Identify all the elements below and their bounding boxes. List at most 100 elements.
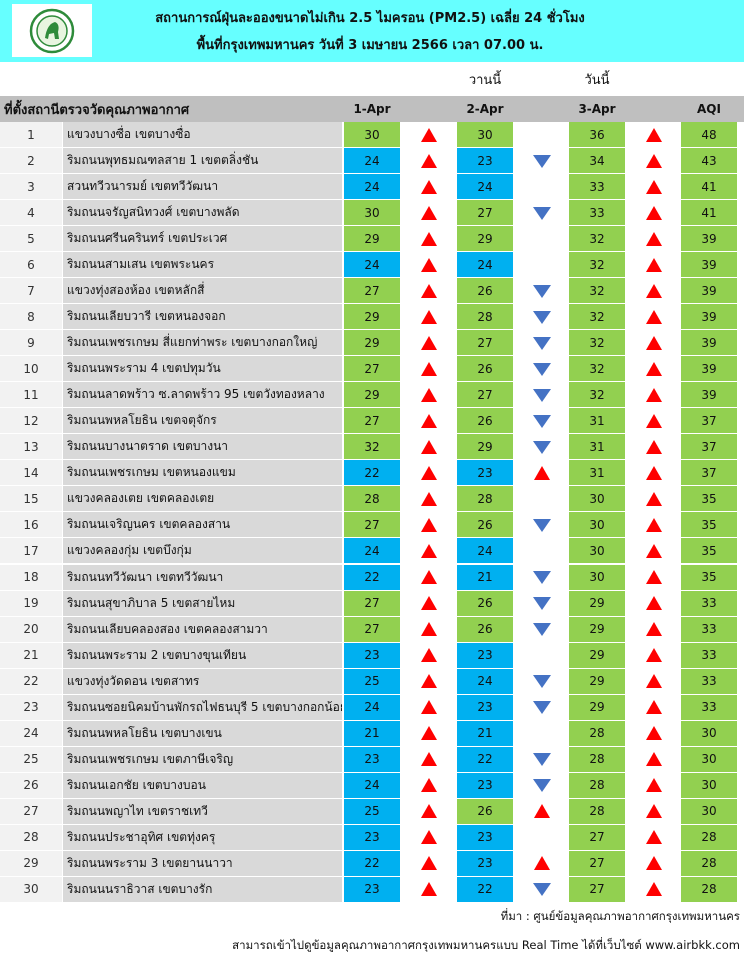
- arrow-up: [646, 726, 662, 741]
- value-cell: 24: [344, 148, 400, 174]
- trend-down: [514, 330, 570, 355]
- value-cell: 27: [457, 382, 513, 408]
- value-cell: 29: [457, 434, 513, 460]
- value-cell: 27: [344, 512, 400, 538]
- value-cell: 30: [569, 486, 625, 512]
- value-cell: 29: [457, 226, 513, 252]
- value-cell: 27: [344, 616, 400, 642]
- arrow-down: [533, 701, 551, 715]
- trend-up: [401, 799, 457, 824]
- value-cell: 31: [569, 460, 625, 486]
- trend-up: [401, 122, 457, 147]
- trend-down: [514, 408, 570, 433]
- arrow-up: [646, 491, 662, 506]
- station: แขวงทุ่งสองห้อง เขตหลักสี่: [63, 278, 342, 304]
- trend-up: [626, 304, 682, 329]
- note: สามารถเข้าไปดูข้อมูลคุณภาพอากาศกรุงเทพมห…: [232, 938, 740, 952]
- value-cell: 32: [569, 226, 625, 252]
- trend-down: [514, 356, 570, 381]
- value-cell: 33: [681, 616, 737, 642]
- value-cell: 41: [681, 200, 737, 226]
- trend-down: [514, 565, 570, 590]
- trend-down: [514, 877, 570, 902]
- value-cell: 37: [681, 434, 737, 460]
- value-cell: 39: [681, 382, 737, 408]
- arrow-down: [533, 414, 551, 428]
- trend-up: [626, 200, 682, 225]
- value-cell: 24: [344, 694, 400, 720]
- trend-up: [401, 148, 457, 173]
- arrow-up: [646, 231, 662, 246]
- station: ริมถนนสามเสน เขตพระนคร: [63, 252, 342, 278]
- value-cell: 39: [681, 304, 737, 330]
- value-cell: 30: [569, 512, 625, 538]
- value-cell: 28: [569, 798, 625, 824]
- station: ริมถนนศรีนครินทร์ เขตประเวศ: [63, 226, 342, 252]
- value-cell: 22: [344, 850, 400, 876]
- row-number: 5: [0, 226, 62, 252]
- station: ริมถนนเลียบวารี เขตหนองจอก: [63, 304, 342, 330]
- value-cell: 32: [569, 330, 625, 356]
- row-number: 26: [0, 772, 62, 798]
- station: ริมถนนเพชรเกษม เขตหนองแขม: [63, 460, 342, 486]
- value-cell: 29: [569, 616, 625, 642]
- trend-up: [401, 747, 457, 772]
- arrow-up: [646, 882, 662, 897]
- trend-down: [514, 512, 570, 537]
- arrow-up: [421, 778, 437, 793]
- subtitle: พื้นที่กรุงเทพมหานคร วันที่ 3 เมษายน 256…: [196, 37, 544, 53]
- station: ริมถนนประชาอุทิศ เขตทุ่งครุ: [63, 824, 342, 850]
- arrow-down: [533, 154, 551, 168]
- arrow-up: [421, 517, 437, 532]
- station: ริมถนนพระราม 2 เขตบางขุนเทียน: [63, 642, 342, 668]
- value-cell: 30: [681, 798, 737, 824]
- trend-up: [401, 617, 457, 642]
- arrow-up: [421, 726, 437, 741]
- arrow-up: [421, 752, 437, 767]
- arrow-down: [533, 518, 551, 532]
- trend-up: [401, 591, 457, 616]
- arrow-up: [646, 830, 662, 845]
- value-cell: 21: [457, 720, 513, 746]
- trend-down: [514, 669, 570, 694]
- arrow-up: [421, 361, 437, 376]
- trend-up: [401, 356, 457, 381]
- arrow-up: [646, 465, 662, 480]
- arrow-down: [533, 206, 551, 220]
- value-cell: 43: [681, 148, 737, 174]
- arrow-up: [646, 752, 662, 767]
- row-number: 25: [0, 746, 62, 772]
- arrow-up: [646, 153, 662, 168]
- trend-up: [401, 695, 457, 720]
- logo: [12, 4, 92, 57]
- trend-up: [401, 304, 457, 329]
- value-cell: 30: [569, 538, 625, 564]
- trend-up: [626, 538, 682, 563]
- column-header: ที่ตั้งสถานีตรวจวัดคุณภาพอากาศ: [4, 102, 190, 118]
- trend-up: [401, 721, 457, 746]
- arrow-up: [646, 700, 662, 715]
- value-cell: 34: [569, 148, 625, 174]
- value-cell: 33: [681, 642, 737, 668]
- value-cell: 33: [681, 694, 737, 720]
- trend-down: [514, 200, 570, 225]
- trend-up: [626, 486, 682, 511]
- value-cell: 31: [569, 434, 625, 460]
- trend-up: [401, 252, 457, 277]
- trend-up: [401, 174, 457, 199]
- trend-up: [626, 382, 682, 407]
- value-cell: 22: [457, 746, 513, 772]
- row-number: 15: [0, 486, 62, 512]
- value-cell: 26: [457, 590, 513, 616]
- value-cell: 29: [569, 642, 625, 668]
- arrow-up: [421, 491, 437, 506]
- arrow-up: [646, 205, 662, 220]
- arrow-up: [421, 205, 437, 220]
- trend-up: [626, 460, 682, 485]
- value-cell: 27: [569, 850, 625, 876]
- trend-up: [626, 799, 682, 824]
- day-label: วานนี้: [468, 72, 502, 88]
- trend-up: [401, 226, 457, 251]
- value-cell: 24: [457, 252, 513, 278]
